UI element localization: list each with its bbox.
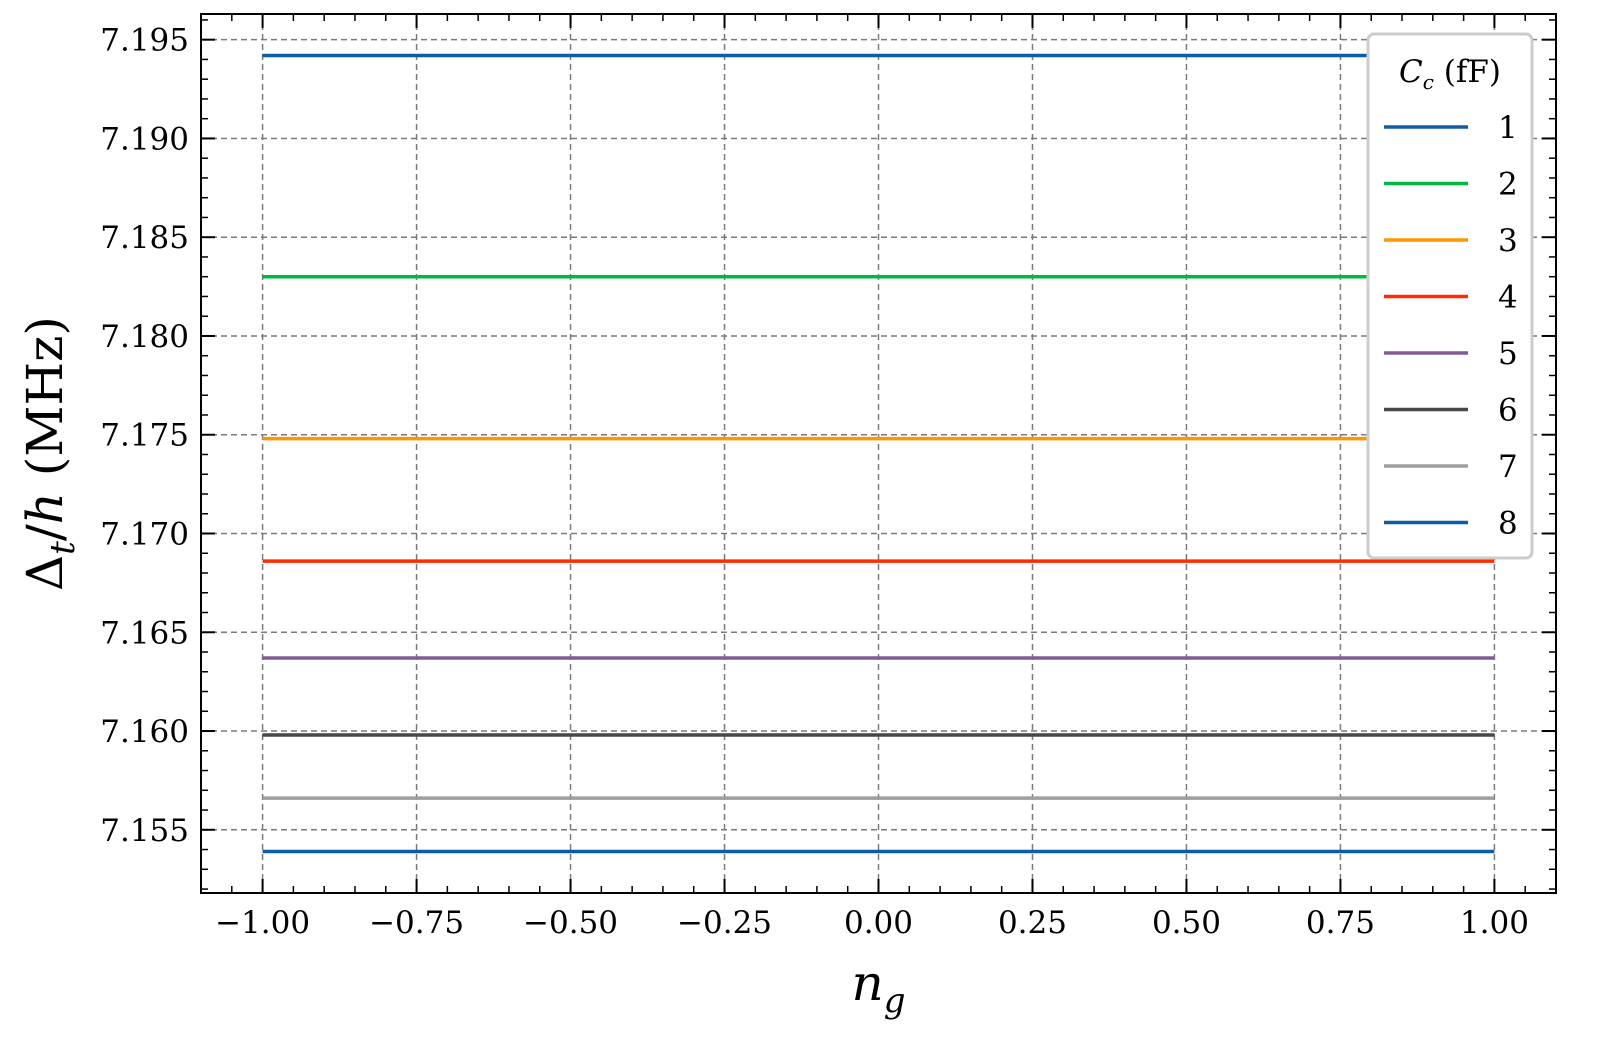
y-tick-label: 7.170 — [100, 516, 189, 552]
y-tick-label: 7.155 — [100, 813, 189, 849]
legend-items: 1 2 3 4 5 6 7 8 — [1384, 110, 1518, 542]
x-tick-label: 1.00 — [1460, 905, 1529, 941]
y-tick-label: 7.160 — [100, 714, 189, 750]
legend-label-7: 7 — [1498, 449, 1518, 485]
y-tick-label: 7.195 — [100, 23, 189, 59]
series-lines — [262, 53, 1495, 854]
x-tick-label: 0.25 — [998, 905, 1067, 941]
x-axis-title: ng — [852, 954, 906, 1021]
grid — [201, 14, 1556, 893]
x-tick-label: 0.00 — [844, 905, 913, 941]
x-tick-label: −0.50 — [523, 905, 618, 941]
y-axis-title: Δt/h (MHz) — [16, 316, 83, 591]
x-tick-labels: −1.00 −0.75 −0.50 −0.25 0.00 0.25 0.50 0.75 1.00 — [215, 905, 1529, 941]
y-tick-labels: 7.155 7.160 7.165 7.170 7.175 7.180 7.185 7.190… — [100, 23, 189, 849]
x-tick-label: −1.00 — [215, 905, 310, 941]
legend-label-5: 5 — [1498, 336, 1518, 372]
legend-label-2: 2 — [1498, 167, 1518, 203]
x-tick-label: 0.75 — [1306, 905, 1375, 941]
plot-frame — [200, 13, 1557, 894]
legend-label-3: 3 — [1498, 223, 1518, 259]
y-tick-label: 7.190 — [100, 121, 189, 157]
legend: Cc (fF) 1 2 3 4 5 6 7 8 — [1366, 32, 1534, 560]
y-tick-label: 7.165 — [100, 615, 189, 651]
axis-ticks — [200, 14, 1557, 893]
y-tick-label: 7.175 — [100, 418, 189, 454]
x-tick-label: −0.25 — [677, 905, 772, 941]
x-tick-label: 0.50 — [1152, 905, 1221, 941]
legend-label-6: 6 — [1498, 393, 1518, 429]
y-tick-label: 7.185 — [100, 220, 189, 256]
y-tick-label: 7.180 — [100, 319, 189, 355]
legend-label-4: 4 — [1498, 280, 1518, 316]
legend-title: Cc (fF) — [1399, 54, 1501, 94]
legend-label-8: 8 — [1498, 506, 1518, 542]
x-tick-label: −0.75 — [369, 905, 464, 941]
legend-label-1: 1 — [1498, 110, 1518, 146]
